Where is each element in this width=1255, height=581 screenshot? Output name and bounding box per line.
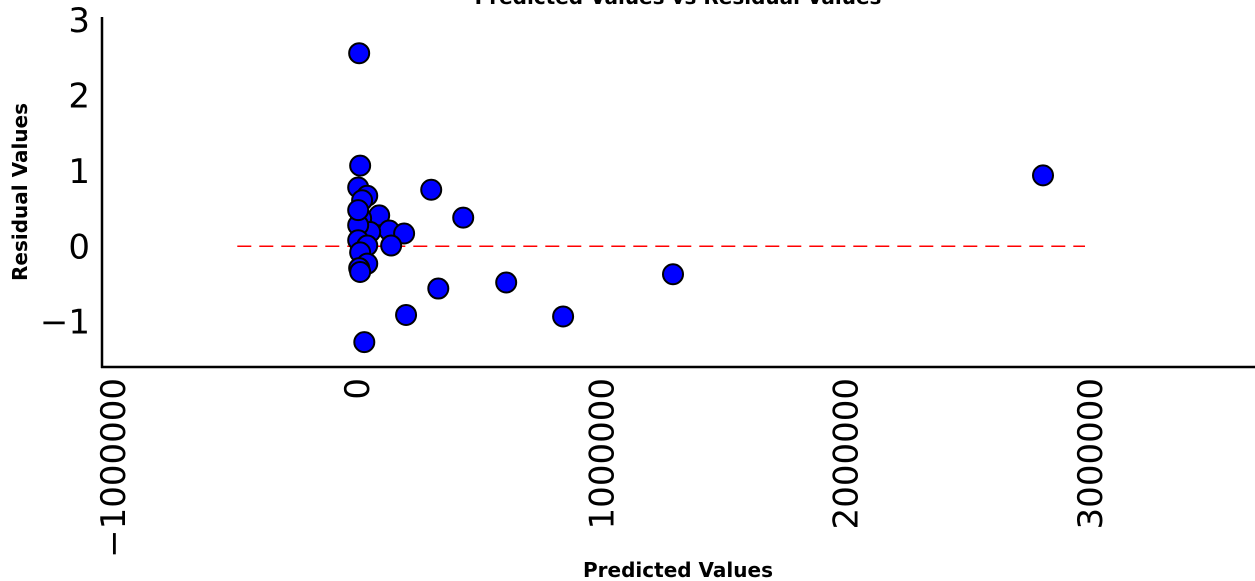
- point: [420, 178, 443, 201]
- chart-title: Predicted Values vs Residual Values: [475, 0, 882, 9]
- x-tick-label: 0: [338, 378, 378, 400]
- point: [349, 260, 372, 283]
- point: [353, 331, 376, 354]
- y-tick-label: −1: [40, 303, 90, 343]
- point: [427, 277, 450, 300]
- point: [349, 154, 372, 177]
- y-axis-label: Residual Values: [8, 103, 32, 281]
- x-tick-label: 1000000: [582, 378, 622, 529]
- y-tick-label: 1: [68, 152, 90, 192]
- x-axis-label: Predicted Values: [583, 558, 773, 581]
- point: [495, 271, 518, 294]
- x-tick-label: 3000000: [1071, 378, 1111, 529]
- point: [395, 303, 418, 326]
- point: [1032, 164, 1055, 187]
- y-tick-label: 3: [68, 1, 90, 41]
- point: [552, 305, 575, 328]
- point: [662, 263, 685, 286]
- point: [348, 42, 371, 65]
- point: [347, 199, 370, 222]
- y-tick-label: 0: [68, 227, 90, 267]
- point: [380, 234, 403, 257]
- point: [452, 206, 475, 229]
- x-tick-label: −1000000: [94, 378, 134, 558]
- x-tick-label: 2000000: [827, 378, 867, 529]
- y-tick-label: 2: [68, 76, 90, 116]
